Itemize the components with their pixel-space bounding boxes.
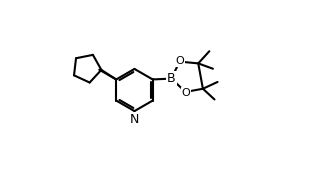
Text: N: N — [130, 113, 139, 126]
Text: B: B — [167, 72, 176, 85]
Text: O: O — [182, 88, 190, 98]
Text: O: O — [176, 56, 184, 66]
